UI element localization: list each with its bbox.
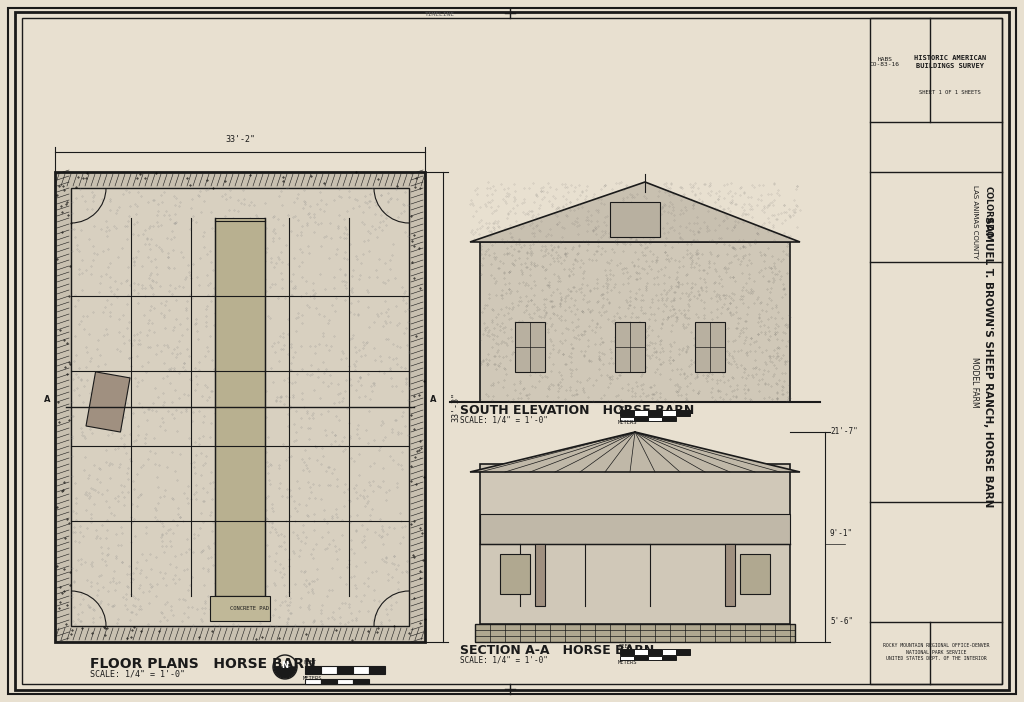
Bar [71,188,409,626]
Text: SCALE: 1/4" = 1'-0": SCALE: 1/4" = 1'-0" [90,670,185,679]
Bar [215,218,265,596]
Text: SECTION A-A   HORSE BARN: SECTION A-A HORSE BARN [460,644,654,656]
Text: SHEET 1 OF 1 SHEETS: SHEET 1 OF 1 SHEETS [920,89,981,95]
Bar [353,679,369,684]
Bar [740,554,770,594]
Text: A: A [44,395,50,404]
Bar [620,649,634,655]
Bar [620,410,634,416]
Text: MODEL FARM: MODEL FARM [971,357,980,407]
Bar [515,322,545,372]
Bar [615,322,645,372]
Text: ROCKY MOUNTAIN REGIONAL OFFICE-DENVER
NATIONAL PARK SERVICE
UNITED STATES DEPT. : ROCKY MOUNTAIN REGIONAL OFFICE-DENVER NA… [883,643,989,661]
Bar [870,18,1002,684]
Text: 9'-1": 9'-1" [830,529,853,538]
Bar [648,410,662,416]
Bar [321,679,337,684]
Text: METERS: METERS [303,677,323,682]
Text: LAS ANIMAS COUNTY: LAS ANIMAS COUNTY [972,185,978,259]
Bar [695,322,725,372]
Bar [337,679,353,684]
Bar [475,624,795,642]
Bar [648,417,662,421]
Bar [634,649,648,655]
Bar [634,417,648,421]
Text: FLOOR PLANS   HORSE BARN: FLOOR PLANS HORSE BARN [90,657,315,671]
Bar [662,410,676,416]
Bar [662,649,676,655]
Bar [634,656,648,660]
Bar [353,666,369,674]
Bar [662,417,676,421]
Bar [480,514,790,544]
Text: METERS: METERS [618,659,638,665]
Bar [648,649,662,655]
Bar [620,656,634,660]
Bar [676,410,690,416]
Text: HISTORIC AMERICAN
BUILDINGS SURVEY: HISTORIC AMERICAN BUILDINGS SURVEY [913,55,986,69]
Text: COLORADO: COLORADO [983,186,992,238]
Text: METERS: METERS [618,420,638,425]
Bar [676,649,690,655]
Bar [610,202,660,237]
Bar [321,666,337,674]
Text: SCALE: 1/4" = 1'-0": SCALE: 1/4" = 1'-0" [460,416,548,425]
Text: FEET: FEET [618,644,631,649]
Polygon shape [470,182,800,242]
Text: N: N [282,661,289,670]
Bar [480,242,790,402]
Bar [500,554,530,594]
Bar [210,596,270,621]
Text: 5'-6": 5'-6" [830,618,853,626]
Text: A: A [430,395,436,404]
Bar [369,666,385,674]
Bar [305,679,321,684]
Text: 33'-2": 33'-2" [225,135,255,144]
Bar [620,417,634,421]
Bar [480,464,790,624]
Bar [337,666,353,674]
Text: TIMELINE: TIMELINE [425,12,455,17]
Bar [634,410,648,416]
Bar [725,544,735,606]
Text: 33'-3": 33'-3" [451,392,460,422]
Bar [55,172,425,642]
Bar [662,656,676,660]
Text: SCALE: 1/4" = 1'-0": SCALE: 1/4" = 1'-0" [460,656,548,665]
Bar [86,372,130,432]
Bar [305,666,321,674]
Bar [648,656,662,660]
Text: CONCRETE PAD: CONCRETE PAD [230,607,269,611]
Wedge shape [274,667,296,678]
Text: FEET: FEET [303,661,316,665]
Text: SAMUEL T. BROWN'S SHEEP RANCH, HORSE BARN: SAMUEL T. BROWN'S SHEEP RANCH, HORSE BAR… [983,216,993,508]
Text: FEET: FEET [618,406,631,411]
Text: 21'-7": 21'-7" [830,428,858,437]
Polygon shape [470,432,800,472]
Bar [535,544,545,606]
Text: SOUTH ELEVATION   HORSE BARN: SOUTH ELEVATION HORSE BARN [460,404,694,416]
Text: HABS
CO-83-16: HABS CO-83-16 [870,57,900,67]
